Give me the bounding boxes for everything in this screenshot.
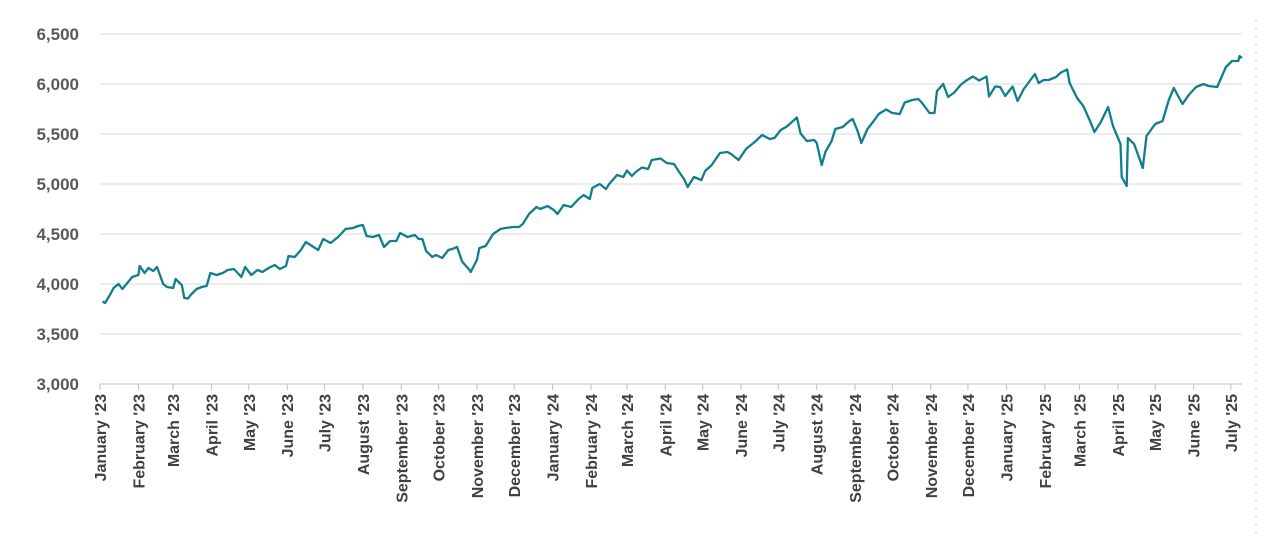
y-tick-label: 4,500 xyxy=(36,225,79,244)
y-axis-tick-labels: 3,000 3,500 4,000 4,500 5,000 5,500 6,000 6,500 xyxy=(36,25,79,394)
x-tick-label: February '25 xyxy=(1038,394,1055,489)
series-layer xyxy=(101,54,1243,305)
x-axis-tick-labels: January '23 February '23 March '23 April '2… xyxy=(93,384,1241,503)
gridlines xyxy=(100,33,1242,335)
x-tick-label: July '23 xyxy=(317,394,334,452)
x-tick-label: September '23 xyxy=(394,394,411,503)
x-tick-label: May '24 xyxy=(696,394,713,451)
x-tick-label: June '24 xyxy=(734,394,751,457)
x-tick-label: March '23 xyxy=(166,394,183,467)
y-tick-label: 6,500 xyxy=(36,25,79,44)
x-tick-label: November '24 xyxy=(924,394,941,498)
x-tick-label: June '23 xyxy=(280,394,297,457)
series-line xyxy=(101,54,1243,305)
x-tick-label: July '25 xyxy=(1224,394,1241,452)
x-tick-label: March '24 xyxy=(620,394,637,467)
x-tick-label: July '24 xyxy=(771,394,788,452)
x-tick-label: May '25 xyxy=(1148,394,1165,451)
x-tick-label: April '24 xyxy=(658,394,675,457)
x-tick-label: August '23 xyxy=(356,394,373,475)
x-tick-label: September '24 xyxy=(848,394,865,503)
x-tick-label: January '23 xyxy=(93,394,110,482)
y-tick-label: 3,000 xyxy=(36,375,79,394)
x-tick-label: December '24 xyxy=(961,394,978,498)
x-tick-label: April '23 xyxy=(205,394,222,457)
x-tick-label: December '23 xyxy=(507,394,524,498)
x-tick-label: October '23 xyxy=(432,394,449,481)
y-tick-label: 6,000 xyxy=(36,75,79,94)
y-tick-label: 5,500 xyxy=(36,125,79,144)
x-tick-label: August '24 xyxy=(810,394,827,475)
y-tick-label: 3,500 xyxy=(36,325,79,344)
x-tick-label: March '25 xyxy=(1073,394,1090,467)
x-tick-label: January '24 xyxy=(546,394,563,482)
x-tick-label: February '24 xyxy=(584,394,601,489)
x-tick-label: February '23 xyxy=(131,394,148,489)
x-tick-label: January '25 xyxy=(999,394,1016,482)
x-tick-label: April '25 xyxy=(1111,394,1128,457)
x-tick-label: October '24 xyxy=(885,394,902,481)
y-tick-label: 4,000 xyxy=(36,275,79,294)
x-tick-label: May '23 xyxy=(242,394,259,451)
x-tick-label: November '23 xyxy=(470,394,487,498)
y-tick-label: 5,000 xyxy=(36,175,79,194)
x-tick-label: June '25 xyxy=(1187,394,1204,457)
